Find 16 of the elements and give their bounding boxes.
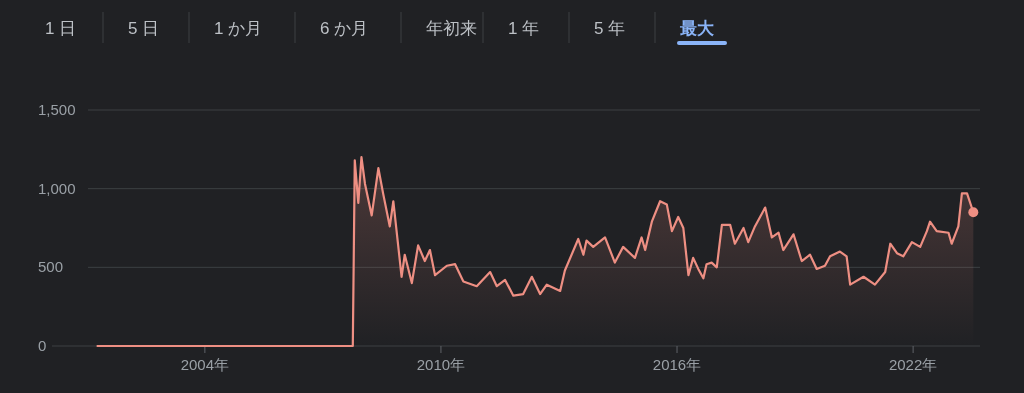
x-tick-label: 2004年: [180, 356, 230, 373]
text: 1 年: [508, 19, 540, 38]
x-tick-label: 2022年: [888, 356, 938, 373]
text: 6 か月: [320, 19, 369, 38]
text: 5 年: [594, 19, 626, 38]
x-tick-label: 2016年: [652, 356, 702, 373]
text: 年初来: [426, 19, 477, 38]
text: 1 日: [45, 19, 77, 38]
y-tick-label: 1,000: [38, 179, 76, 197]
y-tick-label: 0: [38, 337, 47, 354]
y-tick-label: 500: [38, 258, 64, 276]
text: 1 か月: [214, 19, 263, 38]
text: 5 日: [128, 19, 160, 38]
x-tick-label: 2010年: [416, 356, 466, 373]
text: 最大: [679, 19, 715, 38]
y-tick-label: 1,500: [38, 101, 76, 118]
